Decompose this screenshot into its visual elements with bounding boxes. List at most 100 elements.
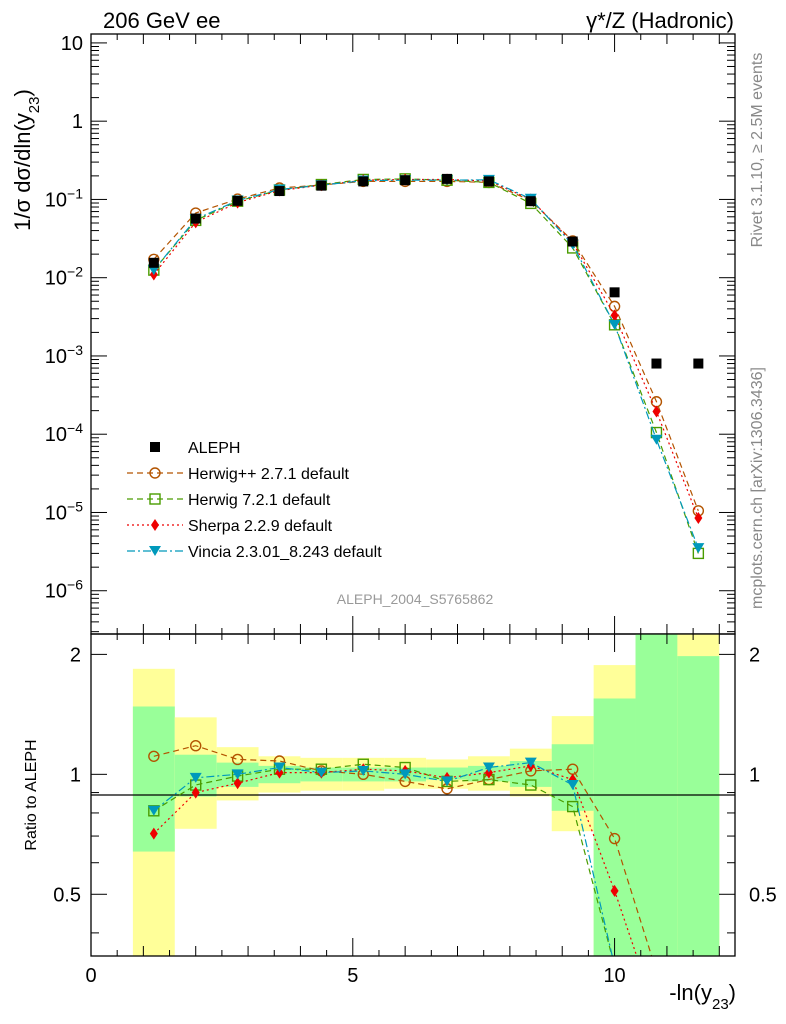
main-y-tick-label: 10−6 xyxy=(45,577,83,603)
legend-entry-vincia: Vincia 2.3.01_8.243 default xyxy=(127,544,382,561)
legend: ALEPH Herwig++ 2.7.1 default Herwig 7.2.1 … xyxy=(127,440,382,561)
ratio-point-vincia xyxy=(315,767,328,778)
legend-entry-herwigpp: Herwig++ 2.7.1 default xyxy=(127,466,350,483)
ratio-point-vincia xyxy=(441,776,454,787)
ratio-series-line-herwig7 xyxy=(153,763,613,956)
main-point-data xyxy=(609,287,620,298)
ratio-point-vincia xyxy=(399,769,412,780)
ratio-y-tick-label: 2 xyxy=(70,644,81,666)
ratio-y-tick-label: 0.5 xyxy=(53,884,81,906)
main-series-line-herwigpp xyxy=(153,180,699,512)
ratio-point-sherpa xyxy=(484,766,493,779)
ratio-y-axis-title: Ratio to ALEPH xyxy=(23,739,40,850)
main-point-data xyxy=(567,236,578,247)
ratio-series-line-sherpa xyxy=(153,765,638,956)
main-point-vincia xyxy=(608,319,621,330)
ratio-band-inner xyxy=(132,706,175,852)
main-y-tick-label: 10−1 xyxy=(45,185,83,211)
ratio-point-herwigpp xyxy=(148,750,160,762)
legend-marker xyxy=(149,493,161,505)
rivet-label: Rivet 3.1.10, ≥ 2.5M events xyxy=(749,53,766,248)
ratio-point-sherpa xyxy=(191,786,200,799)
ratio-plot-panel: 0.5 0.5 1 1 2 2 0 5 10 xyxy=(53,34,777,1020)
main-y-tick-label: 10−3 xyxy=(45,342,83,368)
svg-text:1/σ dσ/dln(y23): 1/σ dσ/dln(y23) xyxy=(10,89,43,231)
main-point-data xyxy=(483,176,494,187)
ratio-series-line-vincia xyxy=(153,761,613,956)
ratio-point-herwig7 xyxy=(525,779,537,791)
x-tick-label: 0 xyxy=(85,965,96,987)
ratio-point-vincia xyxy=(147,805,160,816)
main-point-sherpa xyxy=(694,511,703,524)
ratio-y-tick-label-right: 1 xyxy=(749,764,760,786)
main-y-tick-label: 10−4 xyxy=(45,420,83,446)
ratio-point-sherpa xyxy=(652,1008,660,1020)
energy-label: 206 GeV ee xyxy=(103,8,220,33)
main-point-data xyxy=(358,176,369,187)
main-y-tick-label: 10−2 xyxy=(45,264,83,290)
ratio-band-inner xyxy=(593,698,636,956)
ratio-point-vincia xyxy=(273,762,286,773)
legend-entry-data: ALEPH xyxy=(150,440,240,457)
ratio-point-sherpa xyxy=(149,827,158,840)
ratio-point-sherpa xyxy=(233,777,242,790)
ratio-point-vincia xyxy=(231,769,244,780)
ratio-point-herwigpp xyxy=(231,753,244,766)
main-point-sherpa xyxy=(610,309,619,322)
legend-entry-sherpa: Sherpa 2.2.9 default xyxy=(127,518,333,535)
main-point-data xyxy=(274,186,285,197)
ratio-y-tick-label-right: 0.5 xyxy=(749,884,777,906)
ratio-point-vincia xyxy=(566,780,579,791)
ratio-point-vincia xyxy=(189,772,202,783)
ratio-point-herwigpp xyxy=(608,832,621,845)
main-series-line-sherpa xyxy=(153,178,699,519)
ratio-y-tick-label-right: 2 xyxy=(749,644,760,666)
x-tick-label: 10 xyxy=(603,965,625,987)
ratio-point-herwigpp xyxy=(651,967,661,977)
main-point-data xyxy=(232,195,243,206)
main-point-data xyxy=(400,175,411,186)
main-y-axis-title-text: 1/σ dσ/dln(y23) xyxy=(10,89,43,231)
main-series-herwigpp xyxy=(148,175,705,517)
legend-marker xyxy=(151,519,159,531)
ratio-y-tick-label: 1 xyxy=(70,764,81,786)
ratio-point-herwig7 xyxy=(566,800,579,813)
ratio-point-herwigpp xyxy=(190,739,202,752)
legend-label: Sherpa 2.2.9 default xyxy=(188,518,333,535)
analysis-label: ALEPH_2004_S5765862 xyxy=(337,591,494,607)
main-series-data xyxy=(148,173,704,369)
main-plot-panel: 10 1 10−1 10−2 10−3 10−4 10−5 10−6 xyxy=(45,33,736,635)
ratio-point-sherpa xyxy=(610,884,619,897)
legend-label: Herwig 7.2.1 default xyxy=(188,492,331,509)
main-point-data xyxy=(693,358,704,369)
legend-entry-herwig7: Herwig 7.2.1 default xyxy=(127,492,331,509)
main-point-data xyxy=(190,213,201,224)
legend-marker xyxy=(150,442,160,452)
ratio-point-vincia xyxy=(482,762,495,773)
source-label: mcplots.cern.ch [arXiv:1306.3436] xyxy=(749,367,766,609)
main-point-data xyxy=(316,180,327,191)
legend-label: Vincia 2.3.01_8.243 default xyxy=(188,544,382,561)
ratio-band-inner xyxy=(677,656,720,956)
main-point-sherpa xyxy=(652,405,661,418)
x-axis-title: -ln(y23) xyxy=(669,980,736,1013)
process-label: γ*/Z (Hadronic) xyxy=(586,8,734,33)
main-y-tick-label: 10−5 xyxy=(45,498,83,524)
main-y-axis-title: 1/σ dσ/dln(y23) xyxy=(10,89,43,231)
main-point-data xyxy=(442,173,453,184)
ratio-series-vincia xyxy=(147,757,613,956)
main-point-vincia xyxy=(650,434,663,445)
ratio-point-vincia xyxy=(524,757,537,768)
ratio-point-vincia xyxy=(357,765,370,776)
main-series-line-vincia xyxy=(153,179,699,549)
main-point-vincia xyxy=(692,543,705,554)
main-y-tick-label: 10 xyxy=(61,33,83,55)
main-point-data xyxy=(148,257,159,268)
legend-label: ALEPH xyxy=(188,440,240,457)
main-point-data xyxy=(651,358,662,369)
legend-marker xyxy=(149,546,161,556)
x-tick-label: 5 xyxy=(347,965,358,987)
legend-label: Herwig++ 2.7.1 default xyxy=(188,466,350,483)
main-y-tick-label: 1 xyxy=(72,111,83,133)
